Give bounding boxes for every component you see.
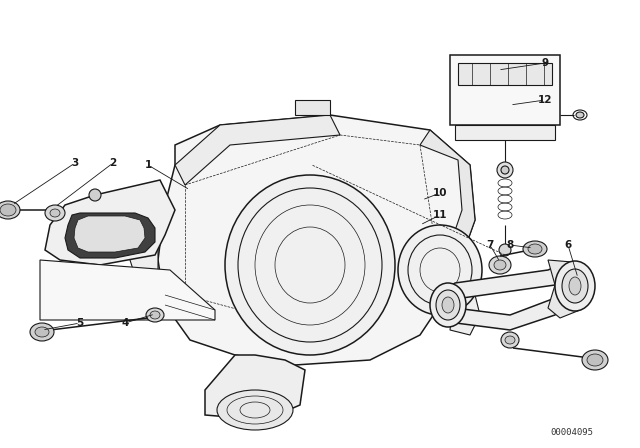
Text: 6: 6 — [564, 240, 572, 250]
Text: 5: 5 — [76, 318, 84, 328]
Polygon shape — [448, 265, 570, 300]
Circle shape — [89, 189, 101, 201]
Polygon shape — [450, 55, 560, 125]
Ellipse shape — [0, 201, 20, 219]
Polygon shape — [420, 130, 475, 290]
Ellipse shape — [494, 260, 506, 270]
Ellipse shape — [442, 297, 454, 313]
Ellipse shape — [430, 283, 466, 327]
Ellipse shape — [436, 290, 460, 320]
Text: 4: 4 — [122, 318, 129, 328]
Ellipse shape — [30, 323, 54, 341]
Ellipse shape — [45, 205, 65, 221]
Polygon shape — [74, 216, 145, 252]
Ellipse shape — [562, 269, 588, 303]
Ellipse shape — [0, 204, 16, 216]
Text: 10: 10 — [433, 188, 447, 198]
Circle shape — [497, 162, 513, 178]
Polygon shape — [45, 180, 175, 265]
Ellipse shape — [528, 244, 542, 254]
Ellipse shape — [398, 225, 482, 315]
Ellipse shape — [217, 390, 293, 430]
Text: 12: 12 — [538, 95, 552, 105]
Polygon shape — [175, 115, 340, 185]
Polygon shape — [448, 298, 565, 330]
Ellipse shape — [582, 350, 608, 370]
Ellipse shape — [505, 336, 515, 344]
Text: 1: 1 — [145, 160, 152, 170]
Polygon shape — [205, 355, 305, 420]
Polygon shape — [158, 115, 475, 365]
Ellipse shape — [150, 311, 160, 319]
Text: 7: 7 — [486, 240, 493, 250]
Polygon shape — [65, 213, 155, 258]
Ellipse shape — [501, 332, 519, 348]
Ellipse shape — [35, 327, 49, 337]
Polygon shape — [40, 260, 215, 320]
Ellipse shape — [225, 175, 395, 355]
Polygon shape — [548, 260, 585, 318]
Text: 2: 2 — [109, 158, 116, 168]
Ellipse shape — [555, 261, 595, 311]
Polygon shape — [130, 230, 158, 290]
Polygon shape — [450, 290, 480, 335]
Ellipse shape — [489, 256, 511, 274]
Text: 3: 3 — [72, 158, 79, 168]
Ellipse shape — [576, 112, 584, 118]
Polygon shape — [455, 125, 555, 140]
Circle shape — [501, 166, 509, 174]
Ellipse shape — [50, 209, 60, 217]
Text: 11: 11 — [433, 210, 447, 220]
Circle shape — [499, 244, 511, 256]
Ellipse shape — [146, 308, 164, 322]
Ellipse shape — [587, 354, 603, 366]
Ellipse shape — [523, 241, 547, 257]
Text: 8: 8 — [506, 240, 514, 250]
Ellipse shape — [569, 277, 581, 295]
Polygon shape — [295, 100, 330, 115]
Polygon shape — [458, 63, 552, 85]
Text: 00004095: 00004095 — [550, 427, 593, 436]
Text: 9: 9 — [541, 58, 548, 68]
